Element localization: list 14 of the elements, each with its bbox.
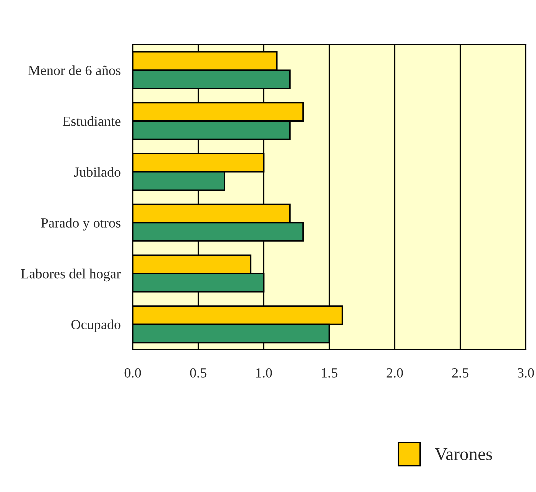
x-tick-label: 1.5 <box>322 368 338 378</box>
y-tick-label: Ocupado <box>72 320 121 332</box>
legend-label: Varones <box>434 448 492 460</box>
x-tick-label: 0.5 <box>190 368 207 378</box>
x-tick-label: 3.0 <box>518 368 534 378</box>
y-tick-label: Jubilado <box>74 167 121 178</box>
x-tick-label: 1.0 <box>256 368 272 378</box>
y-tick-label: Labores del hogar <box>21 268 122 282</box>
y-tick-label: Menor de 6 años <box>28 66 121 76</box>
x-tick-label: 2.0 <box>386 368 404 378</box>
y-tick-label: Estudiante <box>62 116 121 126</box>
x-tick-label: 2.5 <box>452 368 469 378</box>
y-tick-label: Parado y otros <box>41 218 121 231</box>
x-tick-label: 0.0 <box>124 368 142 378</box>
